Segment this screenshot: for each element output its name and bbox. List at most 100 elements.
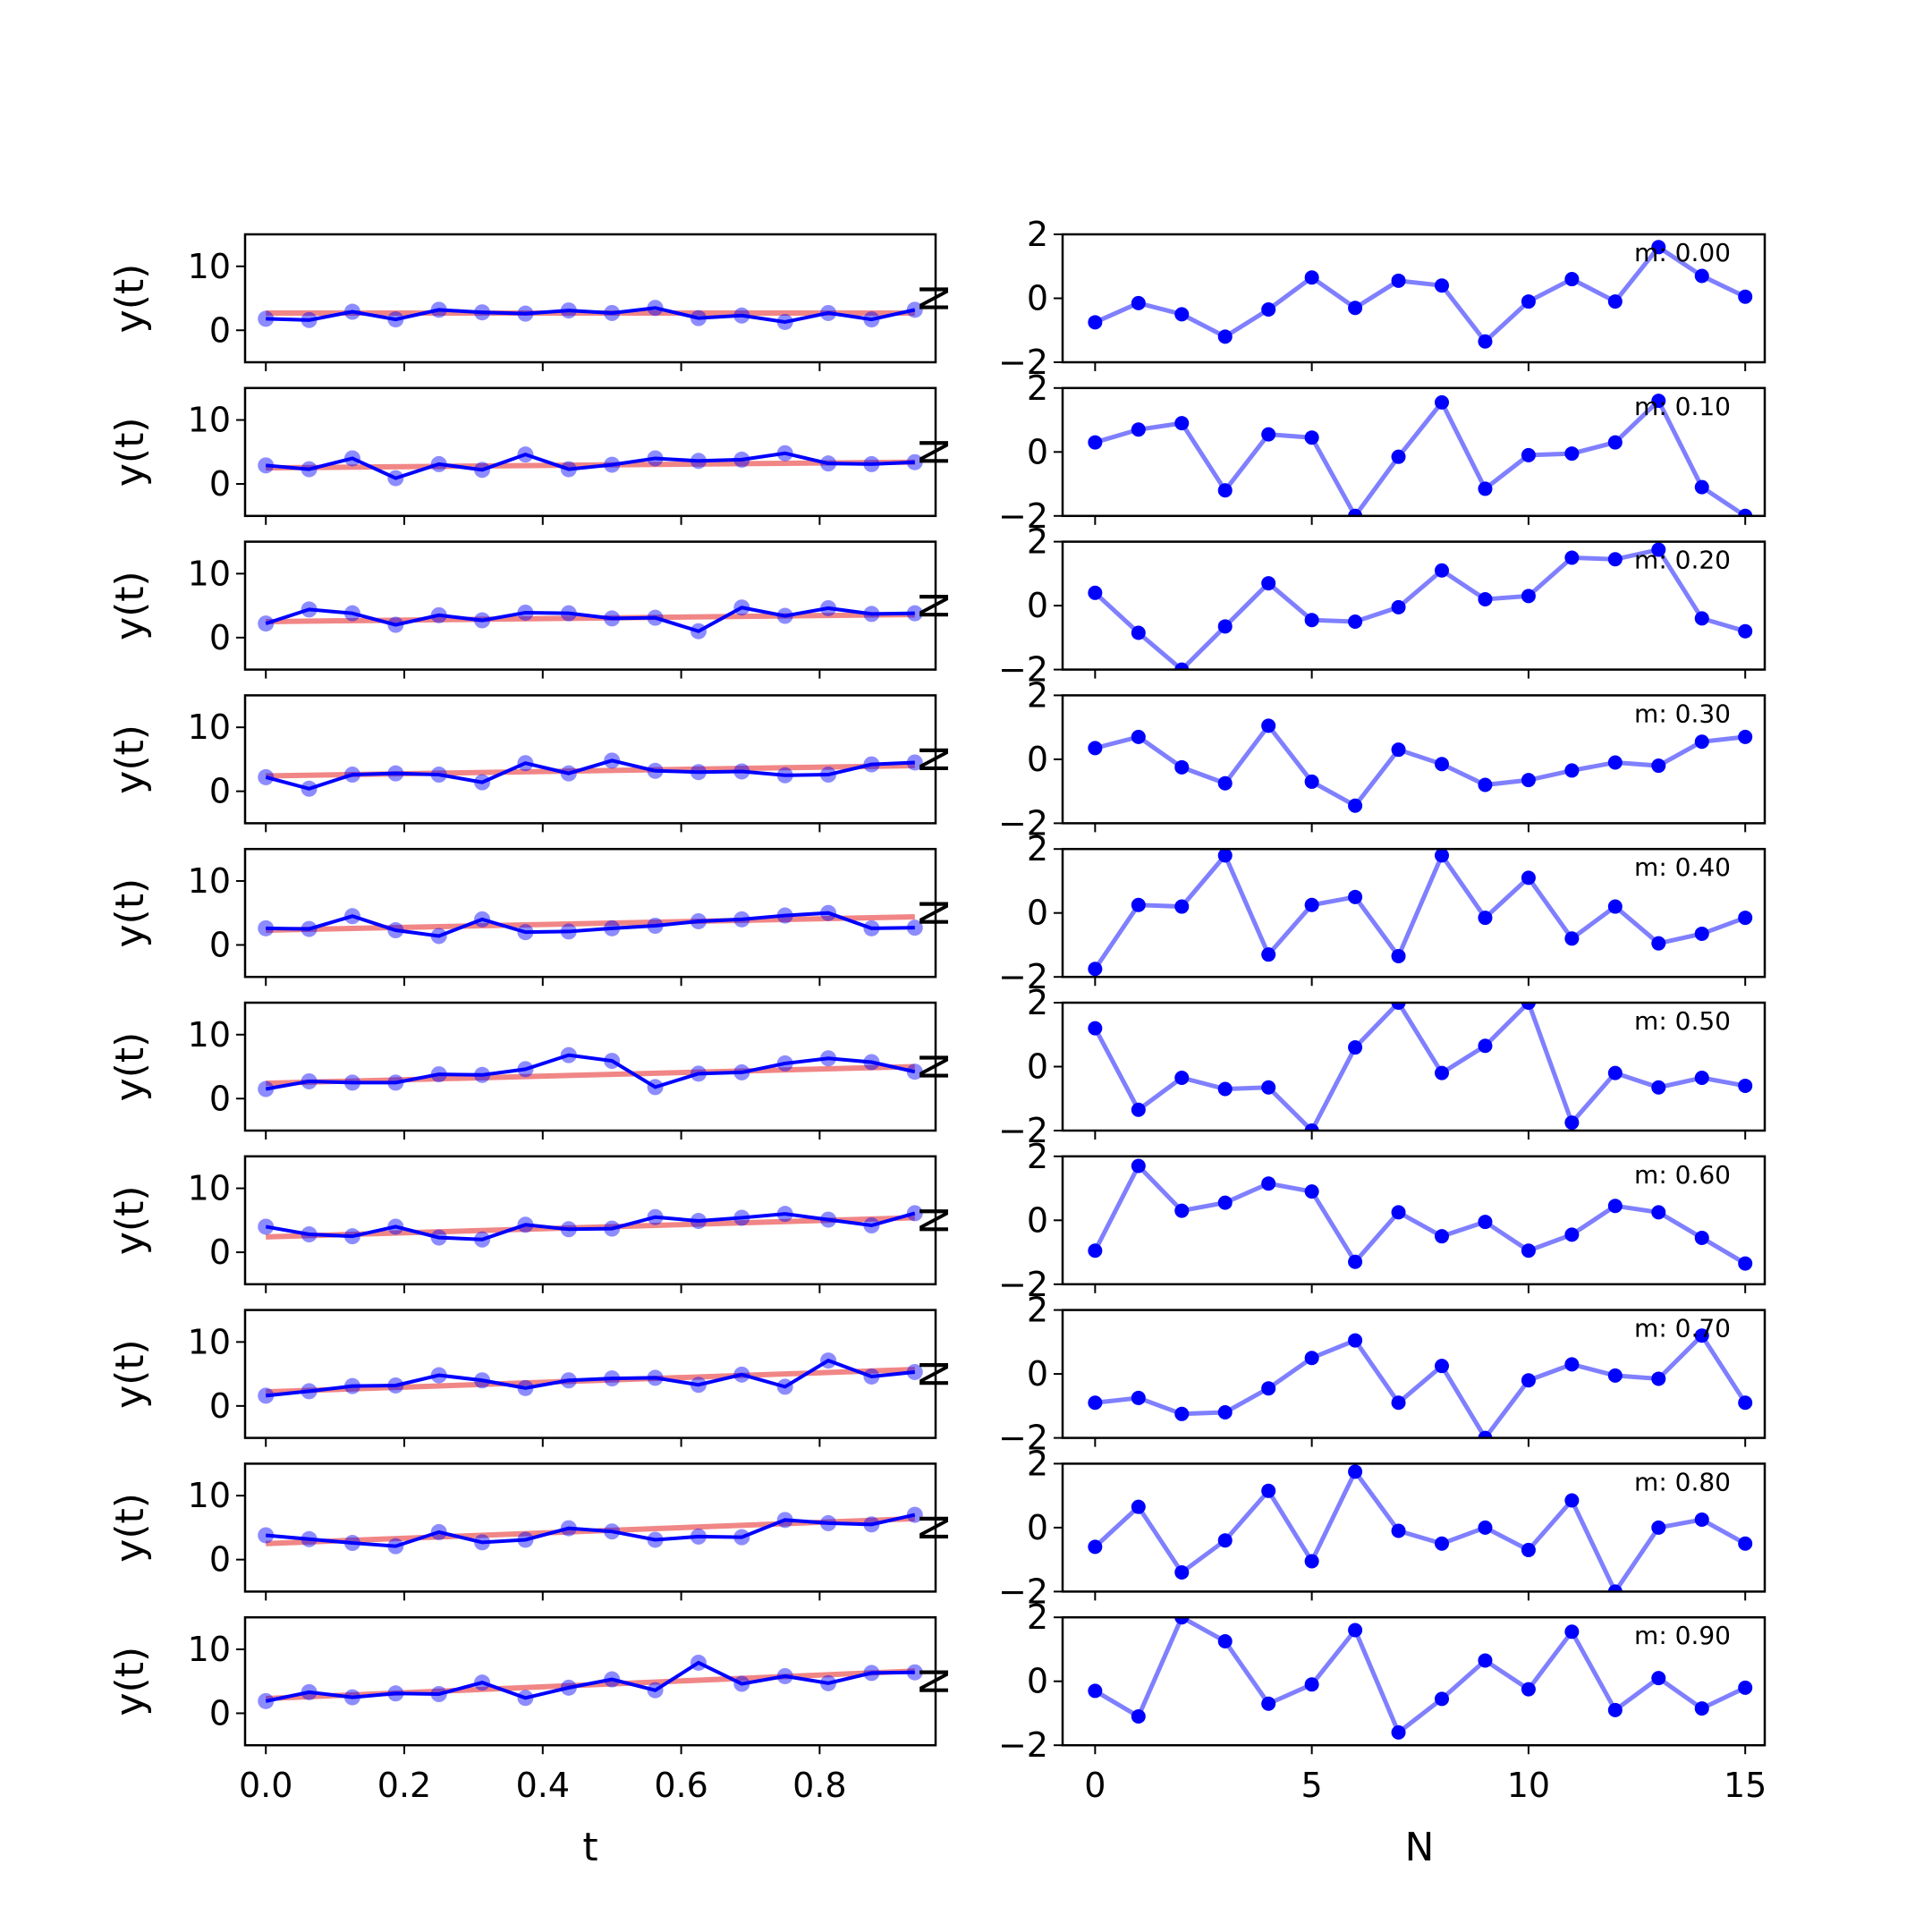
data-point bbox=[1478, 481, 1493, 496]
y-tick-label: 2 bbox=[1027, 522, 1048, 562]
data-point bbox=[1521, 447, 1536, 462]
data-point bbox=[1304, 1351, 1319, 1366]
data-point bbox=[1174, 1203, 1190, 1218]
data-point bbox=[1651, 1671, 1666, 1686]
left-subplot-8: 0 10 y(t) bbox=[107, 1462, 937, 1601]
data-point bbox=[1131, 729, 1146, 744]
y-tick-label: 10 bbox=[188, 1630, 231, 1669]
data-point bbox=[1521, 294, 1536, 309]
data-point bbox=[1478, 1430, 1493, 1438]
data-point bbox=[517, 1061, 534, 1078]
data-point bbox=[1217, 483, 1233, 498]
y-tick-label: 0 bbox=[209, 1540, 231, 1580]
data-point bbox=[733, 1675, 750, 1692]
data-point bbox=[1131, 1158, 1146, 1174]
y-tick-label: 2 bbox=[1027, 369, 1048, 408]
data-point bbox=[1434, 1229, 1449, 1244]
data-point bbox=[776, 907, 793, 924]
slope-annotation: m: 0.40 bbox=[1634, 852, 1731, 882]
data-point bbox=[647, 1531, 664, 1548]
data-point bbox=[1694, 268, 1709, 284]
plot-area bbox=[258, 1654, 923, 1709]
right-x-axis-label: N bbox=[1405, 1825, 1435, 1870]
data-point bbox=[258, 919, 275, 936]
data-point bbox=[1478, 1520, 1493, 1535]
data-point bbox=[258, 1218, 275, 1235]
data-point bbox=[820, 1050, 837, 1067]
data-point bbox=[776, 445, 793, 462]
y-tick-label: 2 bbox=[1027, 829, 1048, 869]
data-line bbox=[1093, 851, 1747, 970]
data-point bbox=[387, 1218, 404, 1235]
data-point bbox=[1261, 1080, 1276, 1095]
data-point bbox=[1088, 741, 1103, 756]
data-point bbox=[387, 1074, 404, 1091]
data-point bbox=[1131, 625, 1146, 640]
data-point bbox=[430, 1066, 447, 1083]
data-point bbox=[343, 303, 360, 320]
data-point bbox=[1607, 755, 1623, 770]
fit-line bbox=[266, 1063, 915, 1087]
data-point bbox=[1088, 435, 1103, 450]
data-point bbox=[1478, 334, 1493, 349]
y-tick-label: 0 bbox=[1027, 586, 1048, 625]
data-point bbox=[906, 301, 923, 318]
y-tick-label: 0 bbox=[209, 1233, 231, 1272]
data-point bbox=[776, 607, 793, 624]
axes-frame bbox=[243, 1309, 937, 1439]
y-tick-label: 0 bbox=[1027, 1662, 1048, 1701]
data-point bbox=[560, 302, 577, 319]
data-point bbox=[430, 767, 447, 784]
data-point bbox=[343, 908, 360, 925]
data-point bbox=[863, 919, 880, 936]
data-point bbox=[343, 1228, 360, 1245]
data-point bbox=[1607, 1702, 1623, 1717]
data-point bbox=[604, 456, 621, 473]
data-point bbox=[430, 1523, 447, 1540]
data-point bbox=[560, 461, 577, 478]
data-point bbox=[647, 918, 664, 934]
y-tick-label: −2 bbox=[998, 343, 1048, 382]
data-point bbox=[301, 920, 318, 937]
data-point bbox=[863, 1516, 880, 1533]
data-point bbox=[906, 919, 923, 936]
data-point bbox=[863, 756, 880, 773]
plot-area bbox=[1088, 1617, 1753, 1740]
data-point bbox=[1694, 611, 1709, 626]
data-point bbox=[1738, 289, 1753, 304]
data-point bbox=[1131, 897, 1146, 912]
y-tick-label: −2 bbox=[998, 1725, 1048, 1765]
data-point bbox=[1738, 911, 1753, 926]
plot-area bbox=[1088, 849, 1753, 977]
data-point bbox=[1391, 1205, 1406, 1220]
slope-annotation: m: 0.20 bbox=[1634, 546, 1731, 575]
data-point bbox=[647, 1079, 664, 1096]
data-point bbox=[906, 1664, 923, 1681]
right-panel-column: m: 0.00 −2 0 2 Nm: 0.10 −2 0 2 Nm: 0.20 −2 0 2 Nm: 0… bbox=[912, 215, 1767, 1805]
data-point bbox=[258, 1692, 275, 1709]
plot-area bbox=[258, 300, 923, 330]
data-point bbox=[1651, 542, 1666, 557]
y-tick-label: 0 bbox=[1027, 1047, 1048, 1087]
data-point bbox=[387, 616, 404, 633]
slope-annotation: m: 0.60 bbox=[1634, 1160, 1731, 1190]
data-point bbox=[604, 1220, 621, 1237]
data-point bbox=[1217, 1195, 1233, 1210]
y-tick-label: 10 bbox=[188, 708, 231, 747]
y-tick-label: 10 bbox=[188, 861, 231, 901]
data-point bbox=[474, 1674, 491, 1691]
left-subplot-3: 0 10 y(t) bbox=[107, 694, 937, 833]
data-point bbox=[1131, 295, 1146, 310]
data-point bbox=[863, 455, 880, 472]
data-point bbox=[733, 1209, 750, 1226]
plot-area bbox=[258, 1046, 923, 1097]
data-point bbox=[604, 610, 621, 627]
y-tick-label: 2 bbox=[1027, 983, 1048, 1022]
data-point bbox=[1434, 757, 1449, 772]
plot-area bbox=[258, 1506, 923, 1555]
y-axis-label: N bbox=[912, 1052, 958, 1081]
axes-frame bbox=[243, 233, 937, 364]
data-point bbox=[517, 1379, 534, 1396]
y-axis-label: y(t) bbox=[107, 878, 153, 948]
data-point bbox=[776, 1378, 793, 1395]
